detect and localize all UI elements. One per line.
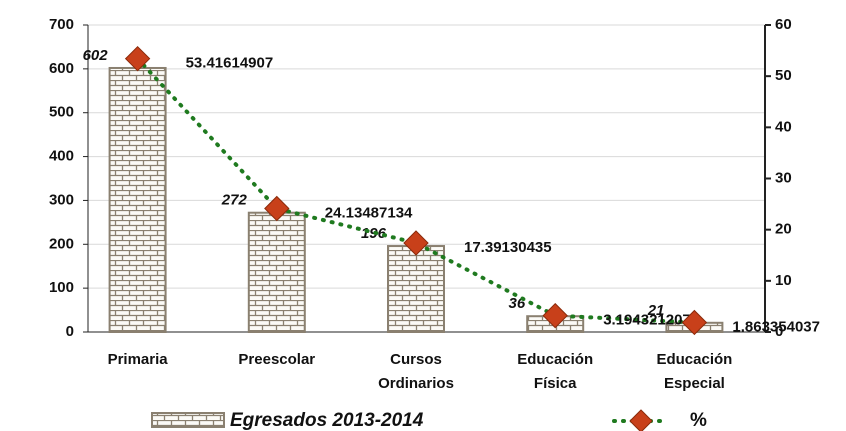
bar <box>108 66 167 333</box>
line-value-label: 1.863354037 <box>732 318 820 335</box>
legend-marker <box>629 409 653 431</box>
x-tick-label: Preescolar <box>238 351 315 368</box>
marker <box>681 309 708 336</box>
y-tick-label: 300 <box>49 191 74 208</box>
marker <box>124 45 151 72</box>
line-value-label: 17.39130435 <box>464 239 552 256</box>
y2-tick-label: 40 <box>775 118 792 135</box>
y2-tick-label: 30 <box>775 169 792 186</box>
x-tick-label: Primaria <box>108 351 169 368</box>
y2-tick-label: 50 <box>775 67 792 84</box>
y-tick-label: 600 <box>49 60 74 77</box>
x-tick-label: Educación Especial <box>656 351 732 392</box>
line <box>135 56 697 325</box>
y2-tick-label: 0 <box>775 323 783 340</box>
legend-label: % <box>690 410 707 431</box>
line-value-label: 53.41614907 <box>186 55 274 72</box>
marker <box>403 230 429 256</box>
x-tick-label: Educación Física <box>517 351 593 392</box>
marker <box>542 302 568 329</box>
y2-tick-label: 10 <box>775 272 792 289</box>
marker <box>264 195 290 222</box>
bar-value-label: 21 <box>647 302 665 319</box>
bar <box>247 211 306 333</box>
bar-value-label: 602 <box>83 47 109 64</box>
y-tick-label: 100 <box>49 279 74 296</box>
bar-value-label: 272 <box>221 192 248 209</box>
x-tick-label: Cursos Ordinarios <box>378 351 454 392</box>
legend-label: Egresados 2013-2014 <box>230 410 424 431</box>
line-value-label: 3.194321207 <box>603 312 691 329</box>
legend-swatch <box>151 412 225 428</box>
line-value-label: 24.13487134 <box>325 204 413 221</box>
bar <box>387 245 445 333</box>
y-tick-label: 700 <box>49 16 74 33</box>
y-tick-label: 0 <box>66 323 74 340</box>
y-tick-label: 500 <box>49 104 74 121</box>
y2-tick-label: 20 <box>775 221 792 238</box>
y-tick-label: 400 <box>49 148 74 165</box>
y2-tick-label: 60 <box>775 16 792 33</box>
y-tick-label: 200 <box>49 235 74 252</box>
